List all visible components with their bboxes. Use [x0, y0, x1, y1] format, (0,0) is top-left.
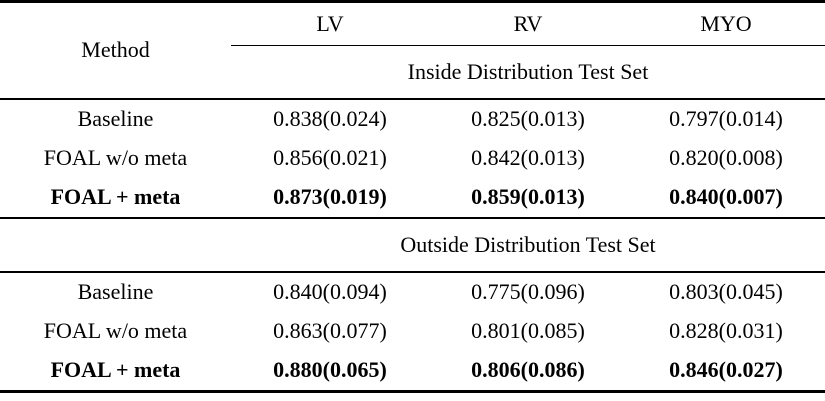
- method-label: FOAL w/o meta: [43, 318, 188, 344]
- col-header-rv: RV: [429, 1, 627, 46]
- value-cell: 0.842(0.013): [471, 145, 585, 171]
- header-row: Method LV RV MYO: [0, 1, 825, 100]
- value-cell: 0.775(0.096): [471, 279, 585, 305]
- value-cell: 0.828(0.031): [669, 318, 783, 344]
- value-cell: 0.880(0.065): [273, 357, 387, 383]
- table-row: FOAL + meta 0.873(0.019) 0.859(0.013) 0.…: [0, 178, 825, 219]
- value-cell: 0.838(0.024): [273, 106, 387, 132]
- value-cell: 0.801(0.085): [471, 318, 585, 344]
- value-cell: 0.825(0.013): [471, 106, 585, 132]
- value-cell: 0.846(0.027): [669, 357, 783, 383]
- section-header-outside-row: Outside Distribution Test Set: [0, 218, 825, 273]
- value-cell: 0.863(0.077): [273, 318, 387, 344]
- section-title-outside: Outside Distribution Test Set: [231, 218, 825, 273]
- value-cell: 0.820(0.008): [669, 145, 783, 171]
- table-row: FOAL + meta 0.880(0.065) 0.806(0.086) 0.…: [0, 351, 825, 392]
- value-cell: 0.806(0.086): [471, 357, 585, 383]
- value-cell: 0.856(0.021): [273, 145, 387, 171]
- table-row: FOAL w/o meta 0.863(0.077) 0.801(0.085) …: [0, 312, 825, 351]
- section-header-inside-row: Inside Distribution Test Set: [0, 45, 825, 100]
- value-cell: 0.873(0.019): [231, 178, 429, 219]
- method-label: FOAL + meta: [50, 357, 181, 383]
- value-cell: 0.797(0.014): [669, 106, 783, 132]
- table-row: Baseline 0.838(0.024) 0.825(0.013) 0.797…: [0, 99, 825, 139]
- method-header: Method: [0, 1, 231, 100]
- method-label: FOAL + meta: [0, 178, 231, 219]
- value-cell: 0.803(0.045): [669, 279, 783, 305]
- value-cell: 0.840(0.094): [273, 279, 387, 305]
- col-header-myo: MYO: [627, 1, 825, 46]
- method-label: Baseline: [77, 279, 154, 305]
- empty-cell: [0, 218, 231, 273]
- method-label: FOAL w/o meta: [43, 145, 188, 171]
- section-title-inside: Inside Distribution Test Set: [231, 45, 825, 100]
- table-row: Baseline 0.840(0.094) 0.775(0.096) 0.803…: [0, 272, 825, 312]
- table-row: FOAL w/o meta 0.856(0.021) 0.842(0.013) …: [0, 139, 825, 178]
- method-label: Baseline: [77, 106, 154, 132]
- value-cell: 0.859(0.013): [429, 178, 627, 219]
- value-cell: 0.840(0.007): [627, 178, 825, 219]
- col-header-lv: LV: [231, 1, 429, 46]
